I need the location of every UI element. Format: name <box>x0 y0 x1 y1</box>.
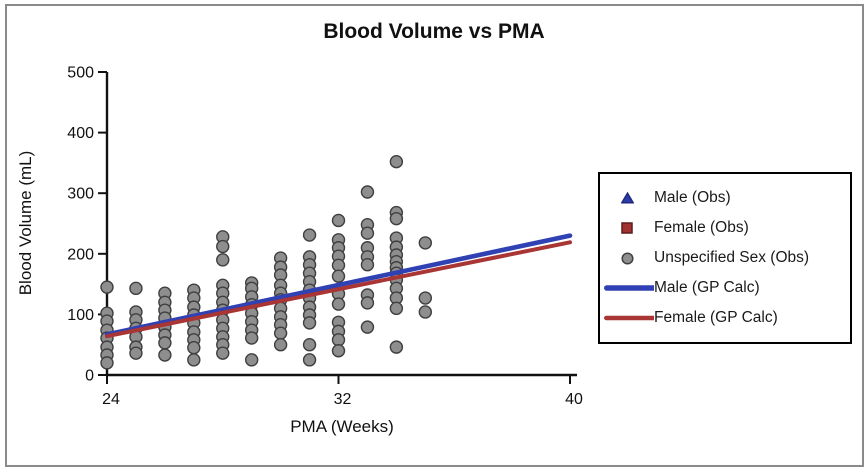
legend-item-female-obs[interactable]: Female (Obs) <box>600 213 844 243</box>
y-tick-label: 200 <box>67 246 94 263</box>
scatter-point <box>158 348 172 362</box>
scatter-point <box>302 353 317 367</box>
scatter-point <box>273 326 288 340</box>
scatter-point <box>389 301 404 316</box>
scatter-point <box>360 226 375 240</box>
legend-label: Unspecified Sex (Obs) <box>654 249 810 266</box>
scatter-point <box>244 331 259 345</box>
x-tick-label: 24 <box>102 391 120 408</box>
male-obs-triangle-icon <box>600 192 654 204</box>
x-tick-label: 40 <box>565 391 583 408</box>
x-tick-label: 32 <box>334 391 352 408</box>
scatter-point <box>360 185 375 199</box>
scatter-point <box>331 344 346 358</box>
scatter-point <box>389 211 404 226</box>
scatter-point <box>331 297 346 311</box>
scatter-point <box>331 269 346 283</box>
scatter-point <box>187 341 201 355</box>
scatter-point <box>187 353 201 367</box>
scatter-point <box>331 333 346 347</box>
legend-item-unspecified-obs[interactable]: Unspecified Sex (Obs) <box>600 243 844 273</box>
scatter-point <box>302 316 317 330</box>
scatter-point <box>418 305 433 319</box>
legend-item-male-obs[interactable]: Male (Obs) <box>600 183 844 213</box>
legend-item-female-gp-calc[interactable]: Female (GP Calc) <box>600 303 844 333</box>
scatter-point <box>331 213 346 228</box>
scatter-point <box>129 281 143 296</box>
x-axis-label: PMA (Weeks) <box>290 417 394 436</box>
legend-label: Male (Obs) <box>654 189 731 206</box>
legend-label: Male (GP Calc) <box>654 279 760 296</box>
scatter-point <box>216 239 230 254</box>
gp-calc-line <box>104 233 573 337</box>
scatter-point <box>216 253 230 267</box>
female-obs-square-icon <box>600 222 654 234</box>
y-tick-label: 100 <box>67 307 94 324</box>
y-axis-label: Blood Volume (mL) <box>16 150 35 296</box>
scatter-point <box>389 340 404 354</box>
unspecified-obs-circle-icon <box>600 251 654 265</box>
chart-title: Blood Volume vs PMA <box>323 20 545 43</box>
scatter-point <box>360 320 375 334</box>
scatter-point <box>158 336 172 350</box>
gp-calc-line <box>105 240 572 339</box>
scatter-point <box>100 356 114 370</box>
scatter-point <box>360 258 375 272</box>
scatter-point <box>360 296 375 310</box>
legend-item-male-gp-calc[interactable]: Male (GP Calc) <box>600 273 844 303</box>
female-gp-line-icon <box>600 314 654 322</box>
scatter-point <box>216 346 230 360</box>
legend-label: Female (Obs) <box>654 219 749 236</box>
scatter-point <box>273 338 288 352</box>
scatter-point <box>389 154 404 169</box>
scatter-point <box>302 338 317 352</box>
chart-legend: Male (Obs) Female (Obs) Unspecified Sex … <box>598 172 852 344</box>
legend-label: Female (GP Calc) <box>654 309 778 326</box>
y-tick-label: 300 <box>67 186 94 203</box>
scatter-point <box>244 353 259 367</box>
scatter-point <box>302 228 317 242</box>
scatter-point <box>418 236 433 250</box>
scatter-point <box>418 291 433 305</box>
y-tick-label: 400 <box>67 125 94 142</box>
scatter-point <box>331 258 346 273</box>
male-gp-line-icon <box>600 284 654 292</box>
y-tick-label: 500 <box>67 65 94 82</box>
scatter-point <box>129 346 143 360</box>
scatter-point <box>100 280 114 294</box>
y-tick-label: 0 <box>85 368 94 385</box>
